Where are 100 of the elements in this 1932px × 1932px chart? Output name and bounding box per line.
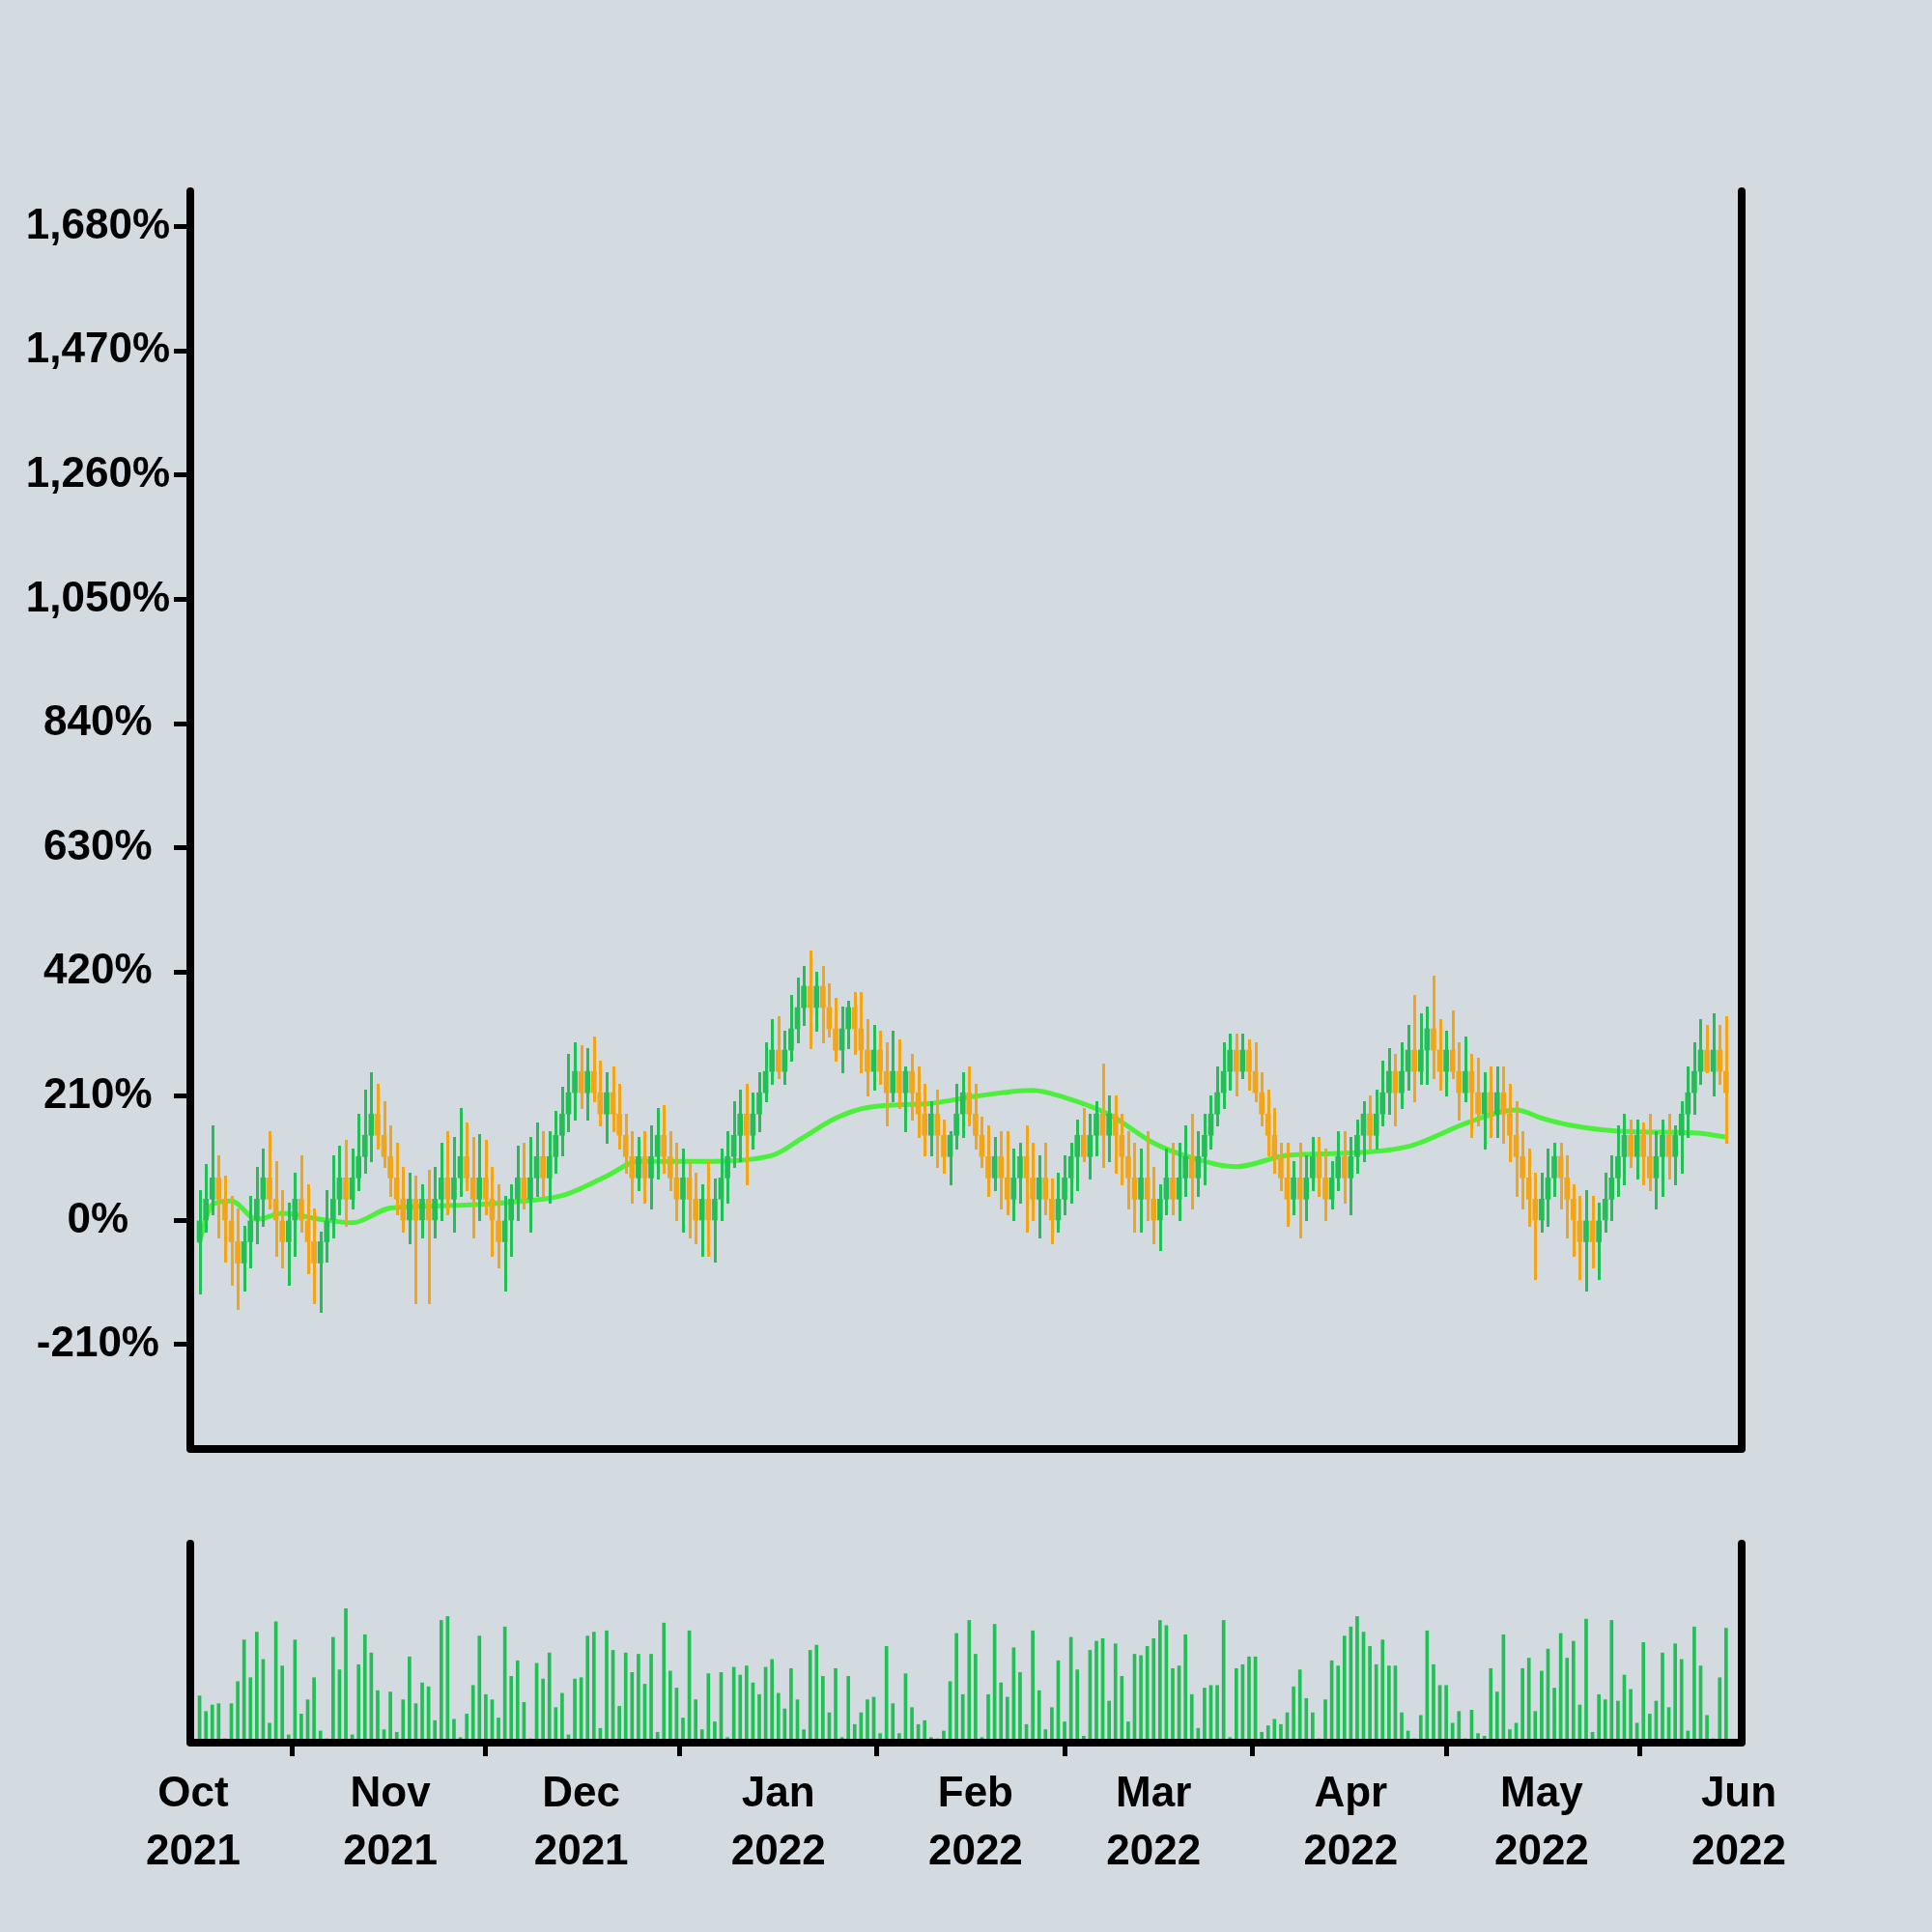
bar bbox=[1387, 1665, 1391, 1739]
bar bbox=[204, 1711, 208, 1739]
bar bbox=[878, 1733, 882, 1739]
bar bbox=[1279, 1723, 1283, 1739]
x-tick-label: Oct 2021 bbox=[146, 1768, 241, 1873]
bar bbox=[1094, 1640, 1098, 1739]
bar bbox=[1552, 1688, 1556, 1739]
bar bbox=[248, 1677, 253, 1739]
bar bbox=[509, 1676, 514, 1739]
bar bbox=[401, 1699, 406, 1739]
x-tick-label: Jun 2022 bbox=[1691, 1768, 1786, 1873]
bar bbox=[1718, 1677, 1722, 1739]
y-tick-label: 1,680% bbox=[25, 199, 170, 247]
bar bbox=[1641, 1642, 1646, 1739]
bar bbox=[362, 1634, 367, 1739]
bar bbox=[312, 1677, 316, 1739]
bar bbox=[344, 1608, 348, 1739]
bar bbox=[433, 1719, 438, 1739]
bar bbox=[1157, 1620, 1162, 1739]
bar bbox=[1247, 1656, 1251, 1739]
bar bbox=[1540, 1670, 1544, 1739]
bar bbox=[1031, 1630, 1035, 1739]
bar bbox=[299, 1714, 303, 1739]
bar bbox=[477, 1635, 482, 1739]
bar bbox=[866, 1699, 869, 1739]
bar bbox=[974, 1654, 978, 1739]
bar bbox=[1647, 1714, 1652, 1739]
bar bbox=[910, 1707, 914, 1739]
bar bbox=[1679, 1659, 1684, 1739]
bar bbox=[1215, 1685, 1219, 1739]
bar bbox=[541, 1678, 545, 1739]
bar bbox=[1265, 1725, 1270, 1739]
bar bbox=[954, 1633, 958, 1739]
x-tick-label: Apr 2022 bbox=[1303, 1768, 1399, 1873]
bar bbox=[1336, 1665, 1341, 1739]
bar bbox=[1075, 1669, 1080, 1739]
y-tick-label: 420% bbox=[43, 945, 153, 993]
bar bbox=[649, 1654, 653, 1739]
bar bbox=[1018, 1671, 1022, 1739]
bar bbox=[1673, 1643, 1677, 1739]
bar bbox=[1355, 1616, 1359, 1739]
bar bbox=[808, 1650, 812, 1739]
bar bbox=[394, 1731, 399, 1739]
bar bbox=[1171, 1667, 1175, 1739]
bar bbox=[1400, 1712, 1404, 1739]
bar bbox=[1692, 1626, 1696, 1739]
bar bbox=[942, 1730, 946, 1739]
bar bbox=[1189, 1693, 1194, 1739]
bar bbox=[408, 1656, 412, 1739]
bar bbox=[1260, 1731, 1264, 1739]
bar bbox=[1126, 1721, 1130, 1739]
bar bbox=[1368, 1646, 1372, 1739]
bar bbox=[236, 1681, 240, 1739]
bar bbox=[585, 1635, 590, 1739]
bar bbox=[255, 1632, 259, 1739]
bar bbox=[605, 1630, 609, 1739]
bar bbox=[770, 1659, 775, 1739]
x-tick-label: Jan 2022 bbox=[730, 1768, 826, 1873]
bar bbox=[637, 1654, 640, 1739]
bar bbox=[1526, 1658, 1531, 1739]
bar bbox=[1005, 1696, 1009, 1739]
bar bbox=[1196, 1727, 1201, 1739]
bar bbox=[1520, 1667, 1524, 1739]
bar bbox=[1374, 1663, 1378, 1739]
bar bbox=[1107, 1700, 1111, 1739]
bar bbox=[802, 1729, 806, 1739]
bar bbox=[1380, 1639, 1385, 1739]
bar bbox=[1597, 1693, 1601, 1739]
bar bbox=[821, 1676, 825, 1739]
bar bbox=[1450, 1722, 1455, 1739]
bar bbox=[923, 1719, 927, 1739]
bar bbox=[1113, 1643, 1118, 1739]
bar bbox=[560, 1692, 564, 1739]
y-tick-label: 1,470% bbox=[25, 324, 170, 372]
bar bbox=[1120, 1676, 1124, 1739]
bar bbox=[1235, 1667, 1238, 1739]
bar bbox=[713, 1721, 717, 1739]
bar bbox=[1183, 1634, 1187, 1739]
bar bbox=[699, 1729, 704, 1739]
bar bbox=[1323, 1699, 1327, 1739]
bar bbox=[623, 1652, 628, 1739]
bar bbox=[1489, 1667, 1493, 1739]
bar bbox=[1476, 1733, 1480, 1739]
bar bbox=[591, 1632, 596, 1739]
bar bbox=[1139, 1655, 1143, 1739]
bar bbox=[1686, 1730, 1690, 1739]
x-tick-label: Feb 2022 bbox=[927, 1768, 1023, 1873]
bar bbox=[1629, 1689, 1633, 1739]
bar bbox=[242, 1639, 246, 1739]
x-tick-label: May 2022 bbox=[1493, 1768, 1589, 1873]
bar bbox=[210, 1704, 214, 1739]
bar bbox=[388, 1691, 392, 1739]
bar bbox=[1705, 1715, 1709, 1739]
bar bbox=[1311, 1712, 1315, 1739]
bar bbox=[280, 1665, 285, 1739]
bar bbox=[465, 1714, 469, 1739]
bar bbox=[439, 1620, 443, 1739]
bar bbox=[1418, 1715, 1423, 1739]
y-tick-label: 1,050% bbox=[25, 572, 170, 620]
bar bbox=[1304, 1697, 1309, 1739]
